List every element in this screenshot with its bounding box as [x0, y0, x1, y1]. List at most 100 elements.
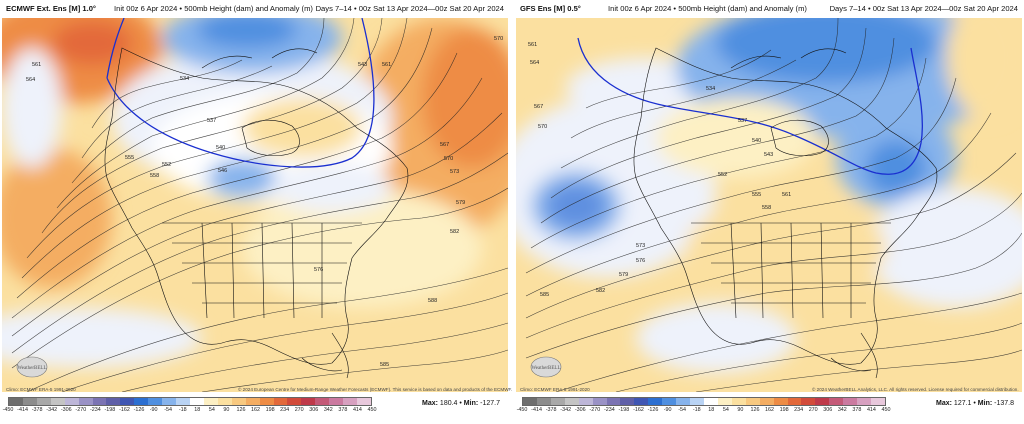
contour-label: 579 — [456, 200, 465, 206]
colorbar-swatch — [92, 398, 107, 405]
colorbar-swatch — [189, 398, 204, 405]
panel-header: ECMWF Ext. Ens [M] 1.0° Init 00z 6 Apr 2… — [2, 0, 508, 18]
colorbar-tick-label: 162 — [765, 407, 775, 413]
contour-label: 561 — [32, 62, 41, 68]
contour-label: 555 — [125, 155, 134, 161]
colorbar-swatch — [259, 398, 274, 405]
contour-label: 558 — [150, 173, 159, 179]
colorbar-tick-label: -198 — [104, 407, 116, 413]
contour-label: 561 — [782, 192, 791, 198]
colorbar-tick-label: 54 — [722, 407, 729, 413]
colorbar-swatch — [606, 398, 621, 405]
colorbar-swatch — [203, 398, 218, 405]
anomaly-colorbar — [522, 397, 886, 406]
weatherbell-logo: WeatherBELL — [530, 356, 562, 378]
colorbar-tick-label: -306 — [574, 407, 586, 413]
init-text: Init 00z 6 Apr 2024 • 500mb Height (dam)… — [608, 4, 807, 13]
contour-label: 564 — [530, 60, 539, 66]
contour-label: 576 — [636, 258, 645, 264]
colorbar-swatch — [148, 398, 163, 405]
contour-label: 570 — [444, 156, 453, 162]
colorbar-tick-label: -270 — [75, 407, 87, 413]
colorbar-tick-label: -234 — [603, 407, 615, 413]
colorbar-tick-label: -54 — [678, 407, 687, 413]
colorbar-swatch — [564, 398, 579, 405]
colorbar-tick-label: 306 — [309, 407, 319, 413]
colorbar-swatch — [315, 398, 330, 405]
colorbar-swatch — [273, 398, 288, 405]
colorbar-swatch — [217, 398, 232, 405]
colorbar-tick-label: -90 — [663, 407, 672, 413]
colorbar-swatch — [357, 398, 371, 405]
contour-label: 552 — [718, 172, 727, 178]
colorbar-swatch — [871, 398, 885, 405]
colorbar-swatch — [550, 398, 565, 405]
colorbar-ticks: -450 -414 -378 -342 -306 -270 -234 -198 -162 -126… — [3, 407, 388, 415]
contour-label: 564 — [26, 77, 35, 83]
colorbar-tick-label: -126 — [647, 407, 659, 413]
colorbar-tick-label: -90 — [149, 407, 158, 413]
contour-label: 543 — [764, 152, 773, 158]
colorbar-tick-label: -234 — [89, 407, 101, 413]
contour-label: 558 — [762, 205, 771, 211]
init-text: Init 00z 6 Apr 2024 • 500mb Height (dam)… — [114, 4, 313, 13]
colorbar-swatch — [134, 398, 149, 405]
colorbar-swatch — [106, 398, 121, 405]
colorbar-tick-label: -198 — [618, 407, 630, 413]
contour-label: 537 — [738, 118, 747, 124]
colorbar-tick-label: 450 — [881, 407, 891, 413]
contour-label: 561 — [382, 62, 391, 68]
contour-label: 573 — [636, 243, 645, 249]
copyright-note: © 2024 European Centre for Medium-Range … — [238, 387, 513, 392]
colorbar-swatch — [64, 398, 79, 405]
colorbar-swatch — [815, 398, 830, 405]
colorbar-swatch — [50, 398, 65, 405]
climo-note: Climo: ECMWF ERA-5 1991-2020 — [6, 387, 76, 392]
colorbar-swatch — [592, 398, 607, 405]
colorbar-tick-label: -414 — [531, 407, 542, 413]
colorbar-tick-label: 306 — [823, 407, 833, 413]
colorbar-swatch — [78, 398, 93, 405]
colorbar-tick-label: -342 — [560, 407, 572, 413]
colorbar-tick-label: -162 — [633, 407, 644, 413]
valid-range: Days 7–14 • 00z Sat 13 Apr 2024—00z Sat … — [829, 4, 1018, 13]
colorbar-tick-label: 18 — [708, 407, 715, 413]
colorbar-swatch — [9, 398, 23, 405]
colorbar-swatch — [829, 398, 844, 405]
max-min-readout: Max: 180.4 • Min: -127.7 — [422, 400, 500, 407]
contour-label: 561 — [528, 42, 537, 48]
climo-note: Climo: ECMWF ERA-5 1991-2020 — [520, 387, 590, 392]
contour-label: 534 — [180, 76, 189, 82]
colorbar-tick-label: 450 — [367, 407, 377, 413]
contour-label: 552 — [162, 162, 171, 168]
colorbar-tick-label: 414 — [352, 407, 362, 413]
contour-label: 573 — [450, 169, 459, 175]
contour-label: 546 — [218, 168, 227, 174]
contour-label: 534 — [706, 86, 715, 92]
colorbar-tick-label: -162 — [119, 407, 130, 413]
colorbar-tick-label: -450 — [2, 407, 14, 413]
colorbar-swatch — [731, 398, 746, 405]
colorbar-swatch — [301, 398, 316, 405]
colorbar-tick-label: 378 — [852, 407, 862, 413]
colorbar-swatch — [523, 398, 537, 405]
colorbar-swatch — [648, 398, 663, 405]
colorbar-swatch — [690, 398, 704, 405]
colorbar-tick-label: 126 — [236, 407, 246, 413]
colorbar-swatch — [759, 398, 774, 405]
colorbar-swatch — [120, 398, 135, 405]
colorbar-tick-label: 90 — [737, 407, 744, 413]
colorbar-tick-label: 162 — [251, 407, 261, 413]
colorbar-swatch — [634, 398, 649, 405]
contour-label: 540 — [752, 138, 761, 144]
anomaly-colorbar — [8, 397, 372, 406]
colorbar-tick-label: -450 — [516, 407, 528, 413]
colorbar-swatch — [329, 398, 344, 405]
weatherbell-logo: WeatherBELL — [16, 356, 48, 378]
colorbar-swatch — [578, 398, 593, 405]
colorbar-tick-label: 18 — [194, 407, 201, 413]
colorbar-tick-label: 234 — [794, 407, 804, 413]
gfs-panel: GFS Ens [M] 0.5° Init 00z 6 Apr 2024 • 5… — [516, 0, 1022, 424]
colorbar-ticks: -450 -414 -378 -342 -306 -270 -234 -198 -162 -126… — [517, 407, 902, 415]
contour-label: 543 — [358, 62, 367, 68]
